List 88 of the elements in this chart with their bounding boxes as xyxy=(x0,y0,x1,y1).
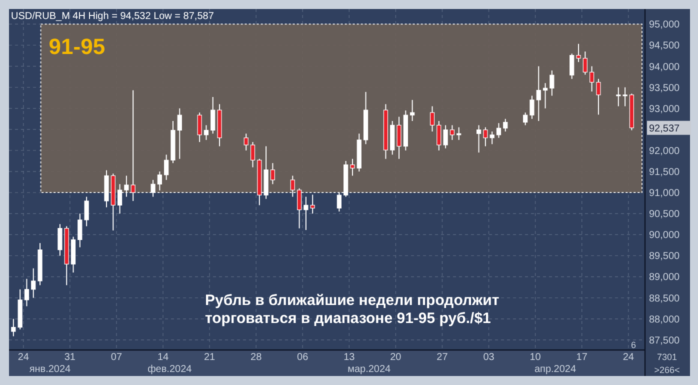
y-tick-label: 95,000 xyxy=(649,20,680,31)
annotation: 92,537 xyxy=(649,123,680,134)
candlestick xyxy=(290,175,295,198)
candlestick xyxy=(310,194,315,214)
x-tick-label: 27 xyxy=(436,352,448,363)
candlestick xyxy=(177,108,182,160)
y-tick-label: 94,000 xyxy=(649,62,680,73)
candlestick xyxy=(582,51,588,76)
candlestick xyxy=(616,86,621,107)
x-tick-label: 17 xyxy=(576,352,588,363)
y-tick-label: 93,000 xyxy=(649,104,680,115)
candlestick xyxy=(542,82,548,109)
candlestick xyxy=(31,268,36,298)
candlestick xyxy=(550,70,554,96)
candlestick xyxy=(124,175,129,198)
candlestick xyxy=(164,154,169,180)
x-tick-label: 24 xyxy=(622,352,634,363)
candlestick xyxy=(210,96,216,134)
candlestick xyxy=(270,162,276,185)
candlestick xyxy=(570,53,574,80)
candlestick xyxy=(622,86,628,107)
annotation: 6 xyxy=(630,340,636,350)
band-label: 91-95 xyxy=(48,34,106,60)
y-tick-label: 88,500 xyxy=(649,293,680,304)
x-tick-label: 03 xyxy=(483,352,495,363)
x2-tick-label: янв.2024 xyxy=(29,364,72,375)
candlestick xyxy=(410,99,415,122)
x2-tick-label: апр.2024 xyxy=(534,364,576,375)
candlestick xyxy=(596,78,601,116)
x2-tick-label: фев.2024 xyxy=(148,364,192,375)
candlestick xyxy=(436,120,442,151)
x-tick-label: 24 xyxy=(18,352,30,363)
chart-title: USD/RUB_M 4H High = 94,532 Low = 87,587 xyxy=(11,11,214,22)
candlestick xyxy=(130,90,136,202)
candlestick xyxy=(590,66,594,92)
candlestick xyxy=(396,116,402,160)
y-tick-label: 92,000 xyxy=(649,146,680,157)
candlestick xyxy=(490,131,494,145)
x-tick-label: 06 xyxy=(297,352,309,363)
candlestick xyxy=(297,188,302,229)
candlestick xyxy=(576,43,581,63)
candlestick xyxy=(450,124,455,140)
candlestick xyxy=(503,118,508,132)
candlestick xyxy=(157,171,162,191)
x-tick-label: 14 xyxy=(157,352,170,363)
x-tick-label: 31 xyxy=(64,352,76,363)
annotation: Рубль в ближайшие недели продолжит торговаться в диапазоне 91-95 руб./$1 xyxy=(205,292,500,327)
candlestick xyxy=(496,122,502,138)
y-tick-label: 91,500 xyxy=(649,167,680,178)
y-tick-label: 90,000 xyxy=(649,230,680,242)
candlestick xyxy=(84,196,89,227)
candlestick xyxy=(530,95,534,120)
y-tick-label: 91,000 xyxy=(649,188,680,200)
x-tick-label: 21 xyxy=(204,352,216,363)
candlestick xyxy=(523,112,528,126)
candlestick xyxy=(24,278,30,307)
candlestick xyxy=(58,224,62,256)
candlestick xyxy=(483,126,488,147)
candlestick xyxy=(336,192,342,212)
y-tick-label: 90,500 xyxy=(649,209,680,220)
candlestick xyxy=(250,142,256,168)
candlestick xyxy=(78,213,82,248)
candlestick xyxy=(197,112,202,143)
y-tick-label: 88,000 xyxy=(649,314,680,326)
x-tick-label: 20 xyxy=(390,352,402,363)
y-tick-label: 89,500 xyxy=(649,251,680,262)
candlestick xyxy=(304,196,308,231)
candlestick xyxy=(244,133,248,151)
candlestick xyxy=(204,124,209,140)
x-tick-label: 10 xyxy=(530,352,542,363)
y-tick-label: 93,500 xyxy=(649,82,680,94)
candlestick xyxy=(118,184,122,214)
y-tick-label: 89,000 xyxy=(649,272,680,284)
candlestick xyxy=(536,66,541,122)
candlestick xyxy=(476,124,482,154)
candlestick xyxy=(11,318,16,337)
x-tick-label: 28 xyxy=(250,352,262,363)
candlestick xyxy=(150,179,156,198)
x-tick-label: 13 xyxy=(344,352,356,363)
candlestick xyxy=(350,158,355,176)
candlestick xyxy=(443,124,448,149)
y-tick-label: 94,500 xyxy=(649,40,680,52)
x2-tick-label: мар.2024 xyxy=(348,364,392,375)
x-tick-label: 07 xyxy=(110,352,122,363)
y-tick-label: 87,500 xyxy=(649,335,680,346)
text: 7301 xyxy=(656,352,678,362)
text: >266< xyxy=(654,365,680,375)
candlestick xyxy=(430,106,435,132)
